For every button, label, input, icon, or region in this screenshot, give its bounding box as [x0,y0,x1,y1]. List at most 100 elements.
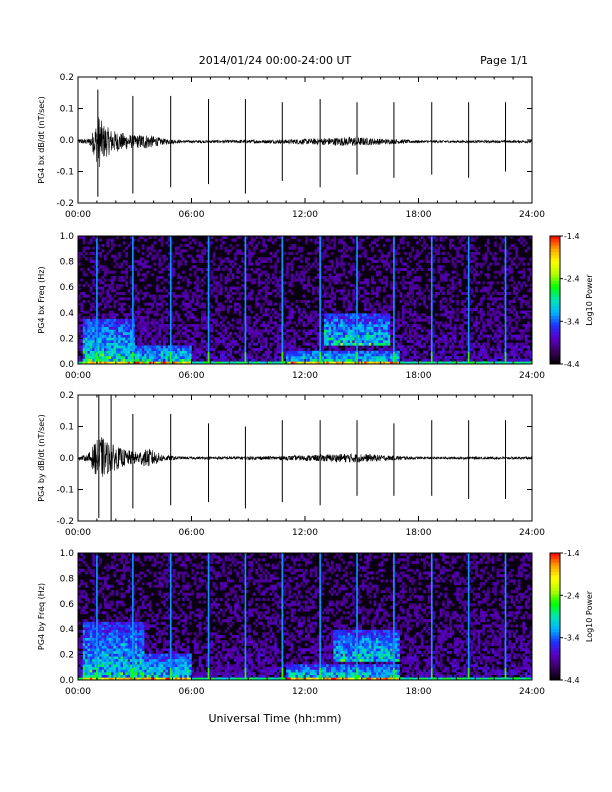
spectrogram-cell [468,345,471,349]
spectrogram-cell [468,302,471,306]
spectrogram-cell [494,241,497,245]
spectrogram-cell [496,324,500,327]
spectrogram-cell [406,316,410,319]
spectrogram-cell [413,348,417,351]
spectrogram-cell [288,316,292,319]
spectrogram-cell [411,340,415,343]
spectrogram-cell [529,273,533,277]
spectrogram-cell [94,284,98,287]
spectrogram-cell [236,350,240,354]
spectrogram-cell [347,356,351,359]
spectrogram-cell [423,238,426,242]
spectrogram-cell [78,286,81,290]
spectrogram-cell [340,316,344,319]
spectrogram-cell [87,321,91,325]
spectrogram-cell [331,316,334,319]
spectrogram-cell [271,337,275,341]
spectrogram-cell [364,313,367,317]
spectrogram-cell [453,332,457,335]
spectrogram-cell [508,268,512,271]
spectrogram-cell [420,361,424,365]
spectrogram-cell [234,340,237,343]
spectrogram-cell [375,318,379,322]
spectrogram-cell [146,246,150,250]
spectrogram-cell [347,324,351,327]
spectrogram-cell [477,356,481,359]
spectrogram-cell [101,337,105,341]
spectrogram-cell [444,334,448,338]
spectrogram-cell [215,238,218,242]
spectrogram-cell [456,252,459,255]
spectrogram-cell [501,332,504,335]
spectrogram-cell [496,356,500,359]
spectrogram-cell [307,257,311,261]
y-tick-label: 0.2 [60,334,74,344]
spectrogram-cell [463,270,467,274]
spectrogram-cell [361,329,365,333]
spectrogram-cell [470,265,474,269]
spectrogram-cell [118,286,121,290]
spectrogram-cell [345,345,348,349]
spectrogram-cell [309,358,313,362]
spectrogram-cell [144,340,147,343]
spectrogram-cell [200,358,204,362]
spectrogram-cell [215,345,218,349]
spectrogram-cell [92,356,95,359]
spectrogram-cell [347,270,351,274]
spectrogram-cell [335,337,339,341]
spectrogram-cell [245,358,249,362]
spectrogram-cell [300,361,303,365]
spectrogram-cell [513,286,516,290]
spectrogram-cell [262,353,266,357]
spectrogram-cell [399,348,403,351]
spectrogram-cell [321,318,325,322]
spectrogram-cell [373,329,377,333]
spectrogram-cell [217,308,221,311]
spectrogram-cell [219,244,223,247]
spectrogram-cell [78,262,81,266]
spectrogram-cell [307,284,311,287]
spectrogram-cell [305,241,308,245]
spectrogram-cell [309,252,313,255]
spectrogram-cell [189,268,192,271]
spectrogram-cell [366,257,370,261]
spectrogram-cell [283,340,287,343]
spectrogram-cell [82,321,86,325]
spectrogram-cell [515,353,519,357]
spectrogram-cell [368,337,372,341]
spectrogram-cell [352,350,355,354]
spectrogram-cell [340,340,344,343]
spectrogram-cell [508,324,512,327]
spectrogram-cell [141,246,145,250]
spectrogram-cell [461,332,464,335]
spectrogram-cell [432,345,436,349]
spectrogram-cell [139,334,143,338]
spectrogram-cell [307,281,311,285]
spectrogram-cell [132,284,136,287]
spectrogram-cell [234,305,237,309]
spectrogram-cell [465,321,469,325]
spectrogram-cell [373,254,377,258]
spectrogram-cell [335,273,339,277]
spectrogram-cell [383,244,386,247]
spectrogram-cell [160,318,164,322]
spectrogram-cell [380,342,384,346]
spectrogram-cell [458,340,462,343]
spectrogram-cell [111,361,114,365]
spectrogram-cell [120,334,124,338]
spectrogram-cell [130,236,133,239]
spectrogram-cell [101,276,105,279]
spectrogram-cell [451,358,455,362]
spectrogram-cell [300,356,303,359]
spectrogram-cell [340,324,344,327]
spectrogram-cell [505,268,509,271]
spectrogram-cell [385,356,389,359]
spectrogram-cell [78,318,81,322]
spectrogram-cell [349,316,353,319]
spectrogram-cell [517,316,521,319]
spectrogram-cell [156,332,159,335]
spectrogram-cell [333,281,337,285]
spectrogram-cell [172,292,176,295]
spectrogram-cell [189,358,192,362]
spectrogram-cell [167,238,171,242]
